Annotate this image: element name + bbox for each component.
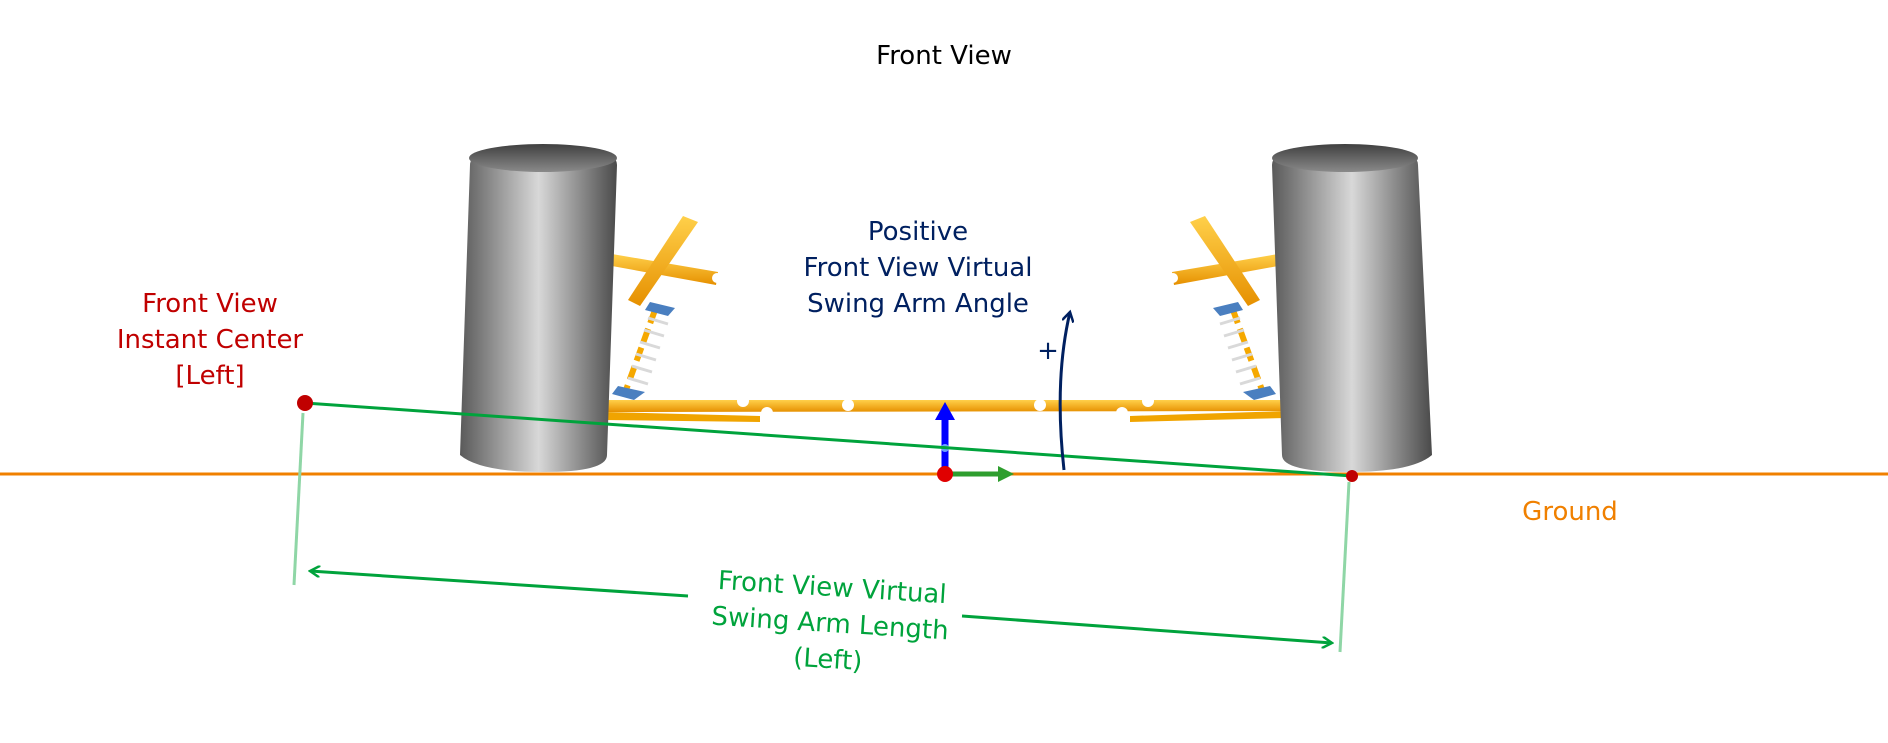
positive-sign: + [1037,336,1059,366]
instant-center-label-line: [Left] [175,361,245,391]
swing-arm-angle-label-line: Swing Arm Angle [807,289,1029,319]
diagram-title: Front View [876,41,1012,71]
swing-arm-line [304,401,1353,478]
swing-arm-angle-label: Positive Front View Virtual Swing Arm An… [718,214,1118,322]
swing-arm-angle-label-line: Front View Virtual [803,253,1033,283]
coilover-spring-left [612,216,698,400]
instant-center-label: Front View Instant Center [Left] [60,286,360,394]
swing-arm-angle-label-line: Positive [867,217,969,247]
contact-patch-point [1346,470,1358,482]
suspension-arms [605,254,1285,422]
ground-label: Ground [1522,497,1618,527]
dimension-arrow-left-icon [310,571,689,598]
tire-left [460,144,617,472]
dimension-arrow-right-icon [961,614,1332,643]
coilover-spring-right [1190,216,1276,400]
tire-right [1272,144,1432,472]
instant-center-label-line: Front View [142,289,278,319]
instant-center-point [297,395,313,411]
instant-center-label-line: Instant Center [116,325,304,355]
extension-line-right [1338,481,1351,653]
angle-arrow-icon [1058,312,1070,471]
extension-line-left [292,412,305,586]
coordinate-axes-icon [935,402,1014,482]
